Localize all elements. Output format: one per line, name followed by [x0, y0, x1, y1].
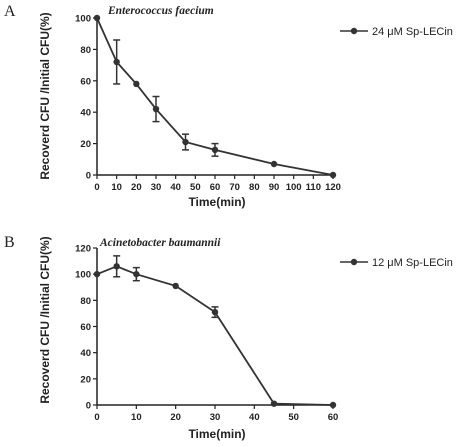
panel-b-y-tick-label: 120 — [75, 244, 91, 255]
panel-b-x-tick-label: 60 — [328, 412, 339, 423]
panel-b-data-point — [270, 400, 278, 407]
panel-a-y-tick-label: 60 — [80, 76, 91, 87]
panel-a-x-tick-label: 60 — [210, 182, 221, 193]
panel-a-x-tick-label: 30 — [151, 182, 162, 193]
panel-a-marks — [93, 14, 337, 179]
panel-b-x-tick-label: 20 — [170, 412, 181, 423]
panel-b-y-tick-label: 20 — [80, 374, 91, 385]
panel-b-x-tick-label: 10 — [131, 412, 142, 423]
panel-a-data-point — [182, 138, 189, 146]
panel-a-series-line — [96, 17, 334, 176]
panel-a: A Enterococcus faecium Recoverd CFU /Ini… — [4, 3, 453, 209]
panel-a-data-point — [329, 171, 337, 179]
panel-a-x-tick-label: 20 — [131, 182, 142, 193]
panel-b-y-tick-label: 60 — [80, 322, 91, 333]
panel-a-y-tick-label: 0 — [86, 171, 91, 182]
panel-b-x-tick-label: 0 — [94, 412, 99, 423]
panel-b-x-tick-label: 30 — [210, 412, 221, 423]
panel-b-data-point — [93, 270, 101, 278]
panel-a-axes: 0 20 40 60 80 100 0 10 20 30 40 50 60 70 80 90 100 110 120 — [75, 14, 341, 194]
panel-a-legend: 24 μM Sp-LECin — [340, 26, 453, 38]
panel-b-data-point — [133, 270, 140, 278]
panel-a-letter: A — [4, 3, 16, 20]
panel-b-x-tick-label: 40 — [249, 412, 260, 423]
panel-b-data-point — [113, 263, 120, 270]
panel-a-x-axis-label: Time(min) — [188, 195, 245, 209]
panel-b-y-axis-label: Recoverd CFU /Initial CFU(%) — [38, 236, 52, 403]
panel-a-x-tick-label: 90 — [269, 182, 280, 193]
panel-a-x-tick-label: 100 — [286, 182, 302, 193]
panel-a-data-point — [270, 160, 278, 168]
panel-b-series-line — [96, 265, 334, 406]
panel-a-x-tick-label: 80 — [249, 182, 260, 193]
panel-b-y-tick-label: 40 — [80, 348, 91, 359]
panel-a-data-point — [133, 80, 140, 88]
panel-b-legend-marker — [350, 258, 358, 266]
panel-b-y-tick-label: 0 — [86, 401, 91, 412]
panel-a-data-point — [152, 105, 160, 113]
panel-a-x-tick-label: 70 — [229, 182, 240, 193]
panel-b: B Acinetobacter baumannii Recoverd CFU /… — [4, 234, 453, 441]
panel-a-legend-label: 24 μM Sp-LECin — [372, 26, 453, 38]
panel-b-data-point — [172, 282, 179, 290]
panel-a-x-tick-label: 40 — [170, 182, 181, 193]
panel-a-y-tick-label: 80 — [80, 45, 91, 56]
panel-b-legend-label: 12 μM Sp-LECin — [372, 257, 453, 269]
panel-b-letter: B — [4, 234, 15, 251]
panel-a-data-point — [113, 58, 120, 66]
panel-a-y-tick-label: 20 — [80, 139, 91, 150]
panel-a-x-tick-label: 50 — [190, 182, 201, 193]
panel-b-y-tick-label: 80 — [80, 296, 91, 307]
panel-a-data-point — [93, 14, 101, 22]
panel-a-x-tick-label: 0 — [94, 182, 99, 193]
panel-a-y-axis-label: Recoverd CFU /Initial CFU(%) — [38, 12, 52, 179]
panel-b-x-axis-label: Time(min) — [188, 427, 245, 441]
panel-b-legend: 12 μM Sp-LECin — [340, 257, 453, 269]
panel-a-x-tick-label: 10 — [111, 182, 122, 193]
panel-a-x-tick-label: 120 — [325, 182, 341, 193]
panel-a-legend-marker — [350, 27, 358, 35]
panel-a-y-tick-label: 100 — [75, 14, 91, 25]
panel-b-title: Acinetobacter baumannii — [99, 237, 221, 249]
panel-b-y-tick-label: 100 — [75, 270, 91, 281]
panel-b-marks — [93, 255, 337, 409]
panel-b-axes: 0 20 40 60 80 100 120 0 10 20 30 40 50 60 — [75, 244, 338, 424]
panel-a-title: Enterococcus faecium — [107, 5, 214, 17]
panel-a-y-tick-label: 40 — [80, 108, 91, 119]
panel-b-data-point — [211, 308, 219, 316]
panel-a-data-point — [211, 146, 219, 154]
panel-b-data-point — [329, 401, 337, 409]
panel-b-x-tick-label: 50 — [288, 412, 299, 423]
panel-a-x-tick-label: 110 — [306, 182, 321, 193]
